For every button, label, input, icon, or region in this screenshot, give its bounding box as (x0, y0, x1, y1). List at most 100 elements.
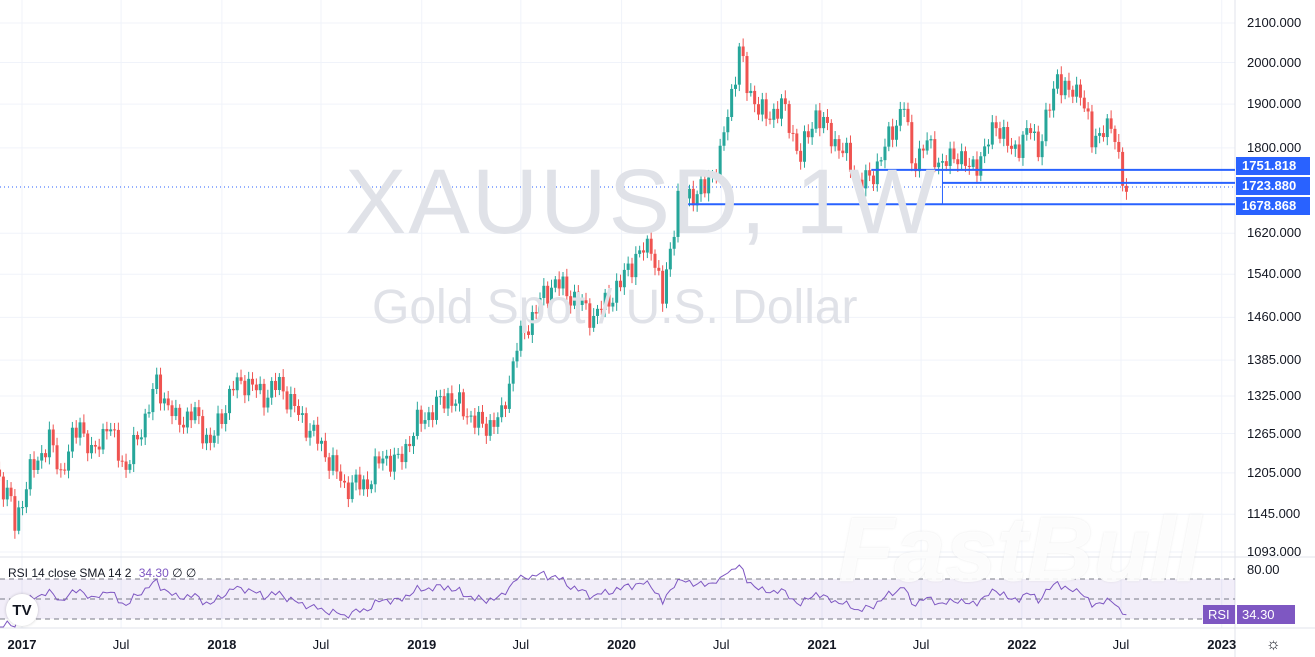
price-tick: 1540.000 (1247, 266, 1302, 282)
candle (776, 108, 780, 119)
candle (906, 108, 910, 123)
candle (530, 312, 534, 335)
rsi-legend[interactable]: RSI 14 close SMA 14 2 34.30 ∅ ∅ (8, 566, 196, 580)
candle (101, 428, 105, 450)
candle (684, 193, 688, 199)
candle (346, 482, 350, 500)
candle (1052, 88, 1056, 111)
candle (657, 267, 661, 271)
candle (726, 117, 730, 133)
candle (687, 188, 691, 199)
candle (231, 388, 235, 391)
price-tick: 1145.000 (1247, 506, 1301, 522)
candle (833, 139, 837, 147)
candle (672, 236, 676, 249)
candle (335, 455, 339, 472)
candle (21, 507, 25, 509)
candle (937, 162, 941, 168)
candle (975, 159, 979, 176)
time-tick: 2019 (407, 637, 437, 652)
candle (668, 248, 672, 270)
candle (745, 56, 749, 94)
candle (676, 190, 680, 237)
candle (933, 139, 937, 168)
candle (1059, 74, 1063, 96)
candle (97, 446, 101, 450)
candle (1098, 133, 1102, 136)
candle (262, 383, 266, 408)
candle (492, 420, 496, 427)
candle (760, 99, 764, 115)
candle (814, 110, 818, 129)
candle (5, 487, 9, 500)
candle (339, 471, 343, 481)
candle (373, 456, 377, 485)
candle (9, 487, 13, 497)
candle (461, 392, 465, 417)
candle (940, 161, 944, 163)
tradingview-logo[interactable]: TV (6, 594, 38, 626)
candle (618, 280, 622, 288)
candle (297, 405, 301, 415)
candle (450, 393, 454, 406)
candle (507, 383, 511, 409)
candle (538, 297, 542, 314)
candle (385, 455, 389, 459)
candle (0, 469, 2, 477)
candle (113, 429, 117, 431)
candle (718, 145, 722, 177)
candle (967, 165, 971, 167)
rsi-axis-tick: 80.00 (1247, 562, 1280, 577)
candle (17, 507, 21, 531)
candle (772, 108, 776, 120)
candle (500, 405, 504, 418)
candle (300, 413, 304, 415)
candle (791, 132, 795, 134)
rsi-legend-name: RSI 14 close SMA 14 2 (8, 566, 132, 580)
price-tick: 1800.000 (1247, 139, 1302, 155)
time-tick: Jul (312, 637, 330, 652)
candle (285, 391, 289, 410)
candle (1017, 144, 1021, 158)
candle (331, 455, 335, 471)
candle (971, 159, 975, 167)
candle (1006, 127, 1010, 146)
candle (1109, 118, 1113, 129)
candle (952, 148, 956, 160)
candle (871, 175, 875, 185)
candle (645, 238, 649, 253)
candle (51, 429, 55, 446)
candle (70, 427, 74, 452)
candle (787, 104, 791, 133)
candle (120, 460, 124, 462)
candle (599, 308, 603, 310)
candle (350, 482, 354, 500)
time-tick: 2022 (1007, 637, 1037, 652)
gear-icon[interactable]: ☼ (1266, 636, 1281, 653)
candle (220, 413, 224, 424)
candle (837, 139, 841, 151)
candle (641, 250, 645, 253)
candle (139, 437, 143, 440)
candle (733, 84, 737, 89)
price-tick: 1325.000 (1247, 388, 1302, 404)
candle (737, 46, 741, 85)
rsi-badge-label: RSI (1203, 605, 1235, 624)
rsi-legend-value: 34.30 (138, 566, 169, 580)
candle (795, 133, 799, 151)
candle (44, 453, 48, 458)
candle (607, 292, 611, 307)
candle (894, 125, 898, 140)
candle (845, 142, 849, 154)
candle (730, 88, 734, 118)
candle (86, 433, 90, 454)
candle (741, 46, 745, 57)
candle (193, 407, 197, 421)
candle (67, 451, 71, 471)
candle (381, 458, 385, 464)
candle (170, 405, 174, 417)
candle (917, 148, 921, 172)
candle (1063, 80, 1067, 96)
candle (254, 384, 258, 391)
